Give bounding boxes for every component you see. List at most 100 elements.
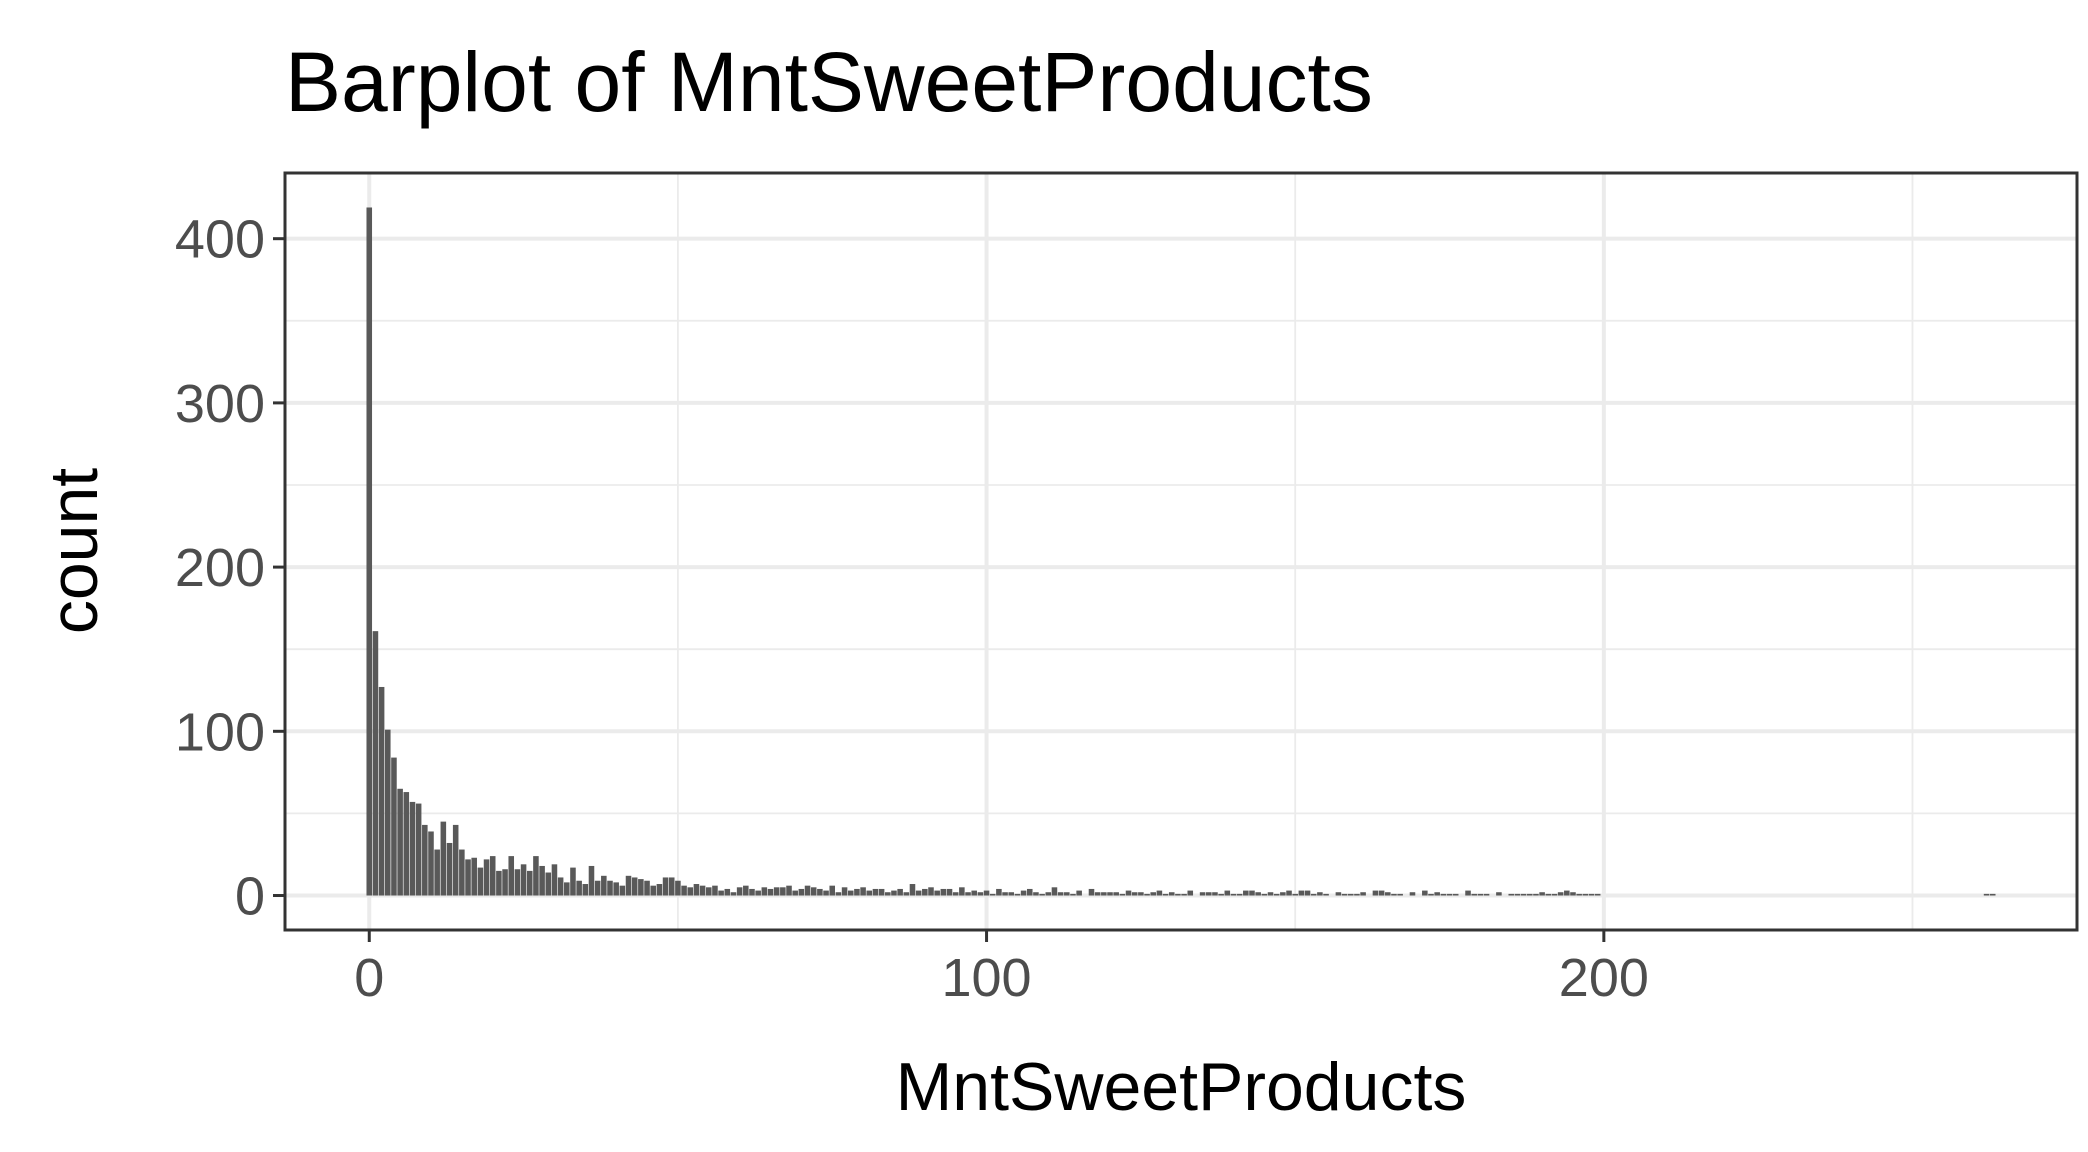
bar <box>1483 893 1490 896</box>
bar <box>1323 893 1329 896</box>
bar <box>897 888 903 896</box>
bar <box>1125 890 1132 896</box>
bar <box>471 857 477 896</box>
bar <box>1199 892 1206 896</box>
bar <box>915 890 922 896</box>
bar <box>847 890 854 896</box>
bar <box>928 887 934 896</box>
bar <box>539 865 545 896</box>
bar <box>422 824 428 896</box>
bar <box>638 879 644 896</box>
bar <box>391 757 397 896</box>
bar <box>1088 888 1095 896</box>
bar <box>1039 893 1045 896</box>
bar <box>366 207 373 896</box>
bar <box>576 880 582 896</box>
bar <box>1243 890 1249 896</box>
bar <box>440 821 447 896</box>
bar <box>1156 890 1163 896</box>
bar <box>1255 892 1261 896</box>
bar <box>1496 892 1502 896</box>
bar <box>1440 893 1447 896</box>
bar <box>533 856 539 896</box>
bar <box>588 865 595 896</box>
bar <box>502 869 508 896</box>
bar <box>459 849 465 896</box>
bar <box>829 885 836 896</box>
bar <box>1187 890 1194 896</box>
bar <box>1286 890 1292 896</box>
bar <box>718 890 724 896</box>
bar <box>1070 893 1076 896</box>
bar <box>817 888 823 896</box>
bar <box>545 872 552 896</box>
x-tick-label: 0 <box>354 948 384 1008</box>
bar <box>1168 892 1175 896</box>
bar <box>644 880 650 896</box>
bar <box>1446 893 1453 896</box>
bar <box>786 885 792 896</box>
bar <box>1317 892 1323 896</box>
bar <box>952 892 959 896</box>
bar <box>872 888 879 896</box>
bar <box>489 856 496 896</box>
bar <box>656 884 663 896</box>
bar <box>1230 893 1237 896</box>
bar <box>1434 892 1440 896</box>
bar <box>1385 892 1391 896</box>
bar <box>1162 893 1169 896</box>
bar <box>1138 892 1144 896</box>
bar <box>699 885 706 896</box>
bar <box>705 887 712 896</box>
bar <box>1533 893 1539 896</box>
chart-title: Barplot of MntSweetProducts <box>285 35 1373 129</box>
x-tick-label: 200 <box>1559 948 1649 1008</box>
bar <box>1397 893 1403 896</box>
bar <box>1372 890 1379 896</box>
bar <box>409 801 416 896</box>
y-tick-label: 0 <box>235 867 265 927</box>
bar <box>428 831 434 896</box>
bar <box>1212 892 1218 896</box>
bar <box>1014 893 1021 896</box>
bar <box>551 864 558 896</box>
bar <box>397 788 403 896</box>
bar <box>662 877 669 896</box>
bar <box>934 890 940 896</box>
bar <box>1989 893 1996 896</box>
bar <box>922 888 928 896</box>
bar <box>1273 893 1280 896</box>
bar <box>465 859 471 896</box>
bar <box>841 887 848 896</box>
bar <box>687 887 694 896</box>
bar <box>835 892 842 896</box>
bar <box>712 885 718 896</box>
bar <box>1261 893 1268 896</box>
bar <box>1514 893 1521 896</box>
bar <box>1310 893 1317 896</box>
bar <box>773 887 780 896</box>
x-axis-title: MntSweetProducts <box>896 1049 1467 1125</box>
bar <box>749 888 755 896</box>
bar <box>1354 893 1360 896</box>
bar <box>1206 892 1212 896</box>
bar <box>940 888 947 896</box>
bar <box>526 870 533 896</box>
bar <box>804 885 811 896</box>
bar <box>810 887 817 896</box>
bar <box>959 887 965 896</box>
bar <box>681 885 687 896</box>
bar <box>1181 893 1187 896</box>
y-tick-label: 100 <box>175 702 265 762</box>
bar <box>866 890 873 896</box>
bar <box>1298 890 1305 896</box>
bar <box>1582 893 1589 896</box>
bar <box>1144 893 1150 896</box>
bar <box>1347 893 1354 896</box>
bar <box>1249 890 1255 896</box>
y-tick-label: 300 <box>175 374 265 434</box>
bar <box>1224 890 1231 896</box>
bar <box>1267 892 1274 896</box>
bar <box>1292 893 1298 896</box>
